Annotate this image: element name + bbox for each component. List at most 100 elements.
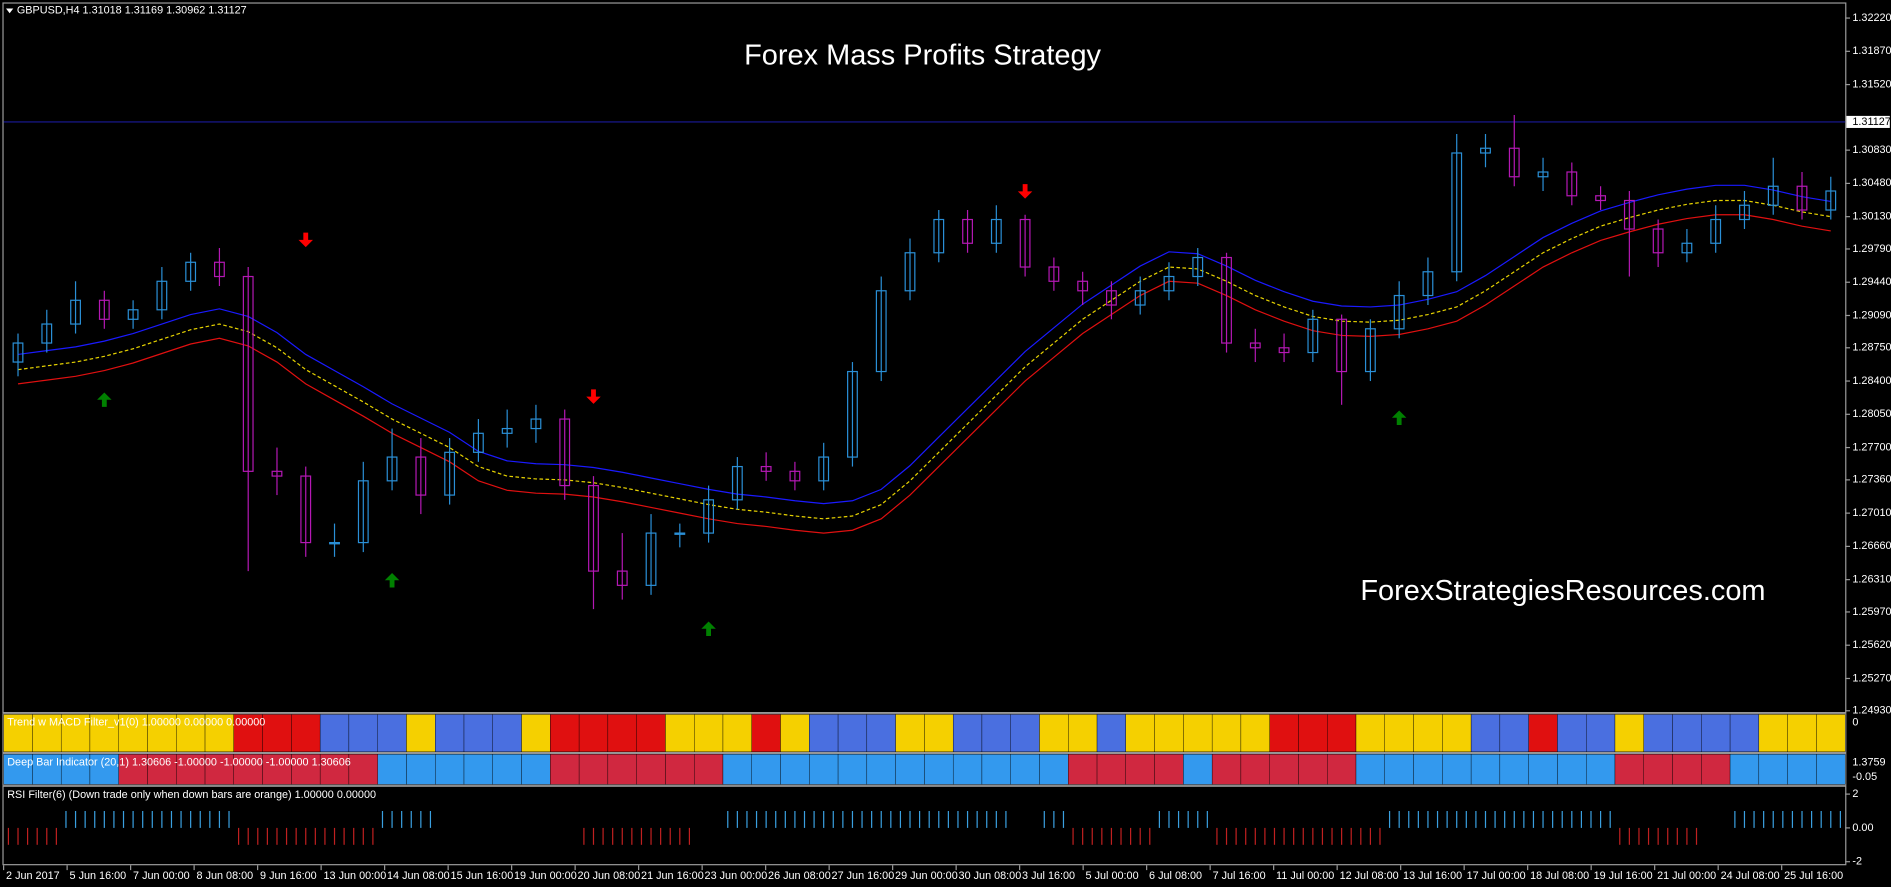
panel-axis-label: -0.05 bbox=[1852, 771, 1877, 783]
x-tick-label: 13 Jul 16:00 bbox=[1403, 870, 1462, 882]
candle-body bbox=[1134, 290, 1146, 306]
state-bar bbox=[1586, 754, 1616, 785]
state-bar bbox=[262, 754, 292, 785]
state-bar bbox=[866, 754, 896, 785]
state-bar bbox=[1643, 754, 1673, 785]
state-bar bbox=[1010, 714, 1040, 753]
x-tick-label: 21 Jul 00:00 bbox=[1657, 870, 1716, 882]
state-bar bbox=[1442, 714, 1472, 753]
state-bar bbox=[291, 714, 321, 753]
state-bar bbox=[1039, 754, 1069, 785]
candle-body bbox=[1767, 185, 1779, 206]
state-bar bbox=[981, 754, 1011, 785]
state-bar bbox=[60, 754, 91, 785]
state-bar bbox=[1701, 754, 1731, 785]
state-bar bbox=[924, 754, 954, 785]
candle-body bbox=[357, 480, 369, 544]
state-bar bbox=[406, 754, 436, 785]
state-bar bbox=[1384, 714, 1414, 753]
candle-body bbox=[674, 532, 686, 535]
candle-body bbox=[1106, 290, 1117, 306]
x-tick-label: 11 Jul 00:00 bbox=[1276, 870, 1334, 882]
y-tick-label: 1.28400 bbox=[1852, 375, 1891, 387]
state-bar bbox=[665, 714, 695, 753]
state-bar bbox=[780, 754, 810, 785]
state-bar bbox=[665, 754, 695, 785]
state-bar bbox=[89, 754, 119, 785]
state-bar bbox=[1557, 754, 1587, 785]
candle-body bbox=[933, 218, 945, 254]
x-tick-label: 9 Jun 16:00 bbox=[260, 870, 317, 882]
state-bar bbox=[262, 714, 292, 753]
state-bar bbox=[1672, 714, 1702, 753]
candle-body bbox=[1508, 147, 1520, 178]
candle-body bbox=[127, 309, 139, 320]
candle-body bbox=[1825, 190, 1837, 211]
candle-body bbox=[703, 499, 715, 534]
watermark: ForexStrategiesResources.com bbox=[1360, 575, 1765, 607]
state-bar bbox=[1787, 714, 1817, 753]
state-bar bbox=[1413, 714, 1443, 753]
candle-body bbox=[559, 418, 571, 487]
x-tick-label: 19 Jun 00:00 bbox=[514, 870, 577, 882]
state-bar bbox=[1183, 714, 1213, 753]
candle-body bbox=[12, 342, 24, 363]
state-bar bbox=[1787, 754, 1817, 785]
y-tick-label: 1.25620 bbox=[1852, 639, 1891, 651]
candle-body bbox=[1739, 204, 1750, 221]
state-bar bbox=[1125, 754, 1155, 785]
state-bar bbox=[1729, 754, 1760, 785]
state-bar bbox=[694, 754, 724, 785]
state-bar bbox=[578, 754, 609, 785]
state-bar bbox=[406, 714, 436, 753]
x-tick-label: 19 Jul 16:00 bbox=[1594, 870, 1653, 882]
y-tick-label: 1.27700 bbox=[1852, 441, 1891, 453]
menu-triangle[interactable] bbox=[6, 8, 14, 14]
candle-body bbox=[1710, 218, 1722, 244]
candle-body bbox=[1249, 342, 1261, 349]
x-tick-label: 26 Jun 08:00 bbox=[768, 870, 831, 882]
state-bar bbox=[636, 754, 666, 785]
x-tick-label: 6 Jul 08:00 bbox=[1149, 870, 1202, 882]
state-bar bbox=[377, 714, 407, 753]
panel-frame bbox=[2, 785, 1847, 866]
state-bar bbox=[895, 754, 925, 785]
state-bar bbox=[866, 714, 896, 753]
state-bar bbox=[1355, 714, 1385, 753]
state-bar bbox=[1096, 714, 1126, 753]
state-bar bbox=[435, 714, 465, 753]
panel-tick-label: 2 bbox=[1852, 788, 1858, 800]
state-bar bbox=[1413, 754, 1443, 785]
state-bar bbox=[1586, 714, 1616, 753]
y-tick-label: 1.30130 bbox=[1852, 211, 1891, 223]
y-tick-label: 1.29090 bbox=[1852, 309, 1891, 321]
candle-body bbox=[1278, 347, 1290, 354]
current-price-label: 1.31127 bbox=[1852, 116, 1890, 128]
state-bar bbox=[550, 754, 580, 785]
y-tick-label: 1.29790 bbox=[1852, 243, 1891, 255]
indicator-line bbox=[17, 184, 1831, 505]
candle-body bbox=[1336, 318, 1348, 373]
state-bar bbox=[60, 714, 91, 753]
candle-body bbox=[1451, 152, 1463, 273]
candle-body bbox=[1652, 228, 1664, 254]
buy-arrow bbox=[1391, 410, 1407, 425]
state-bar bbox=[607, 754, 637, 785]
state-bar bbox=[89, 714, 119, 753]
candle-body bbox=[530, 418, 542, 430]
state-bar bbox=[981, 714, 1011, 753]
buy-arrow bbox=[384, 572, 400, 588]
state-bar bbox=[1240, 754, 1270, 785]
x-tick-label: 13 Jun 00:00 bbox=[324, 870, 387, 882]
state-bar bbox=[1528, 754, 1558, 785]
x-tick-label: 25 Jul 16:00 bbox=[1784, 870, 1843, 882]
x-tick-label: 14 Jun 08:00 bbox=[387, 870, 450, 882]
candle-body bbox=[444, 451, 456, 496]
x-tick-label: 3 Jul 16:00 bbox=[1022, 870, 1075, 882]
candle-body bbox=[789, 470, 801, 482]
candle-body bbox=[588, 484, 599, 572]
x-tick-label: 8 Jun 08:00 bbox=[197, 870, 254, 882]
state-bar bbox=[1384, 754, 1414, 785]
state-bar bbox=[233, 754, 263, 785]
